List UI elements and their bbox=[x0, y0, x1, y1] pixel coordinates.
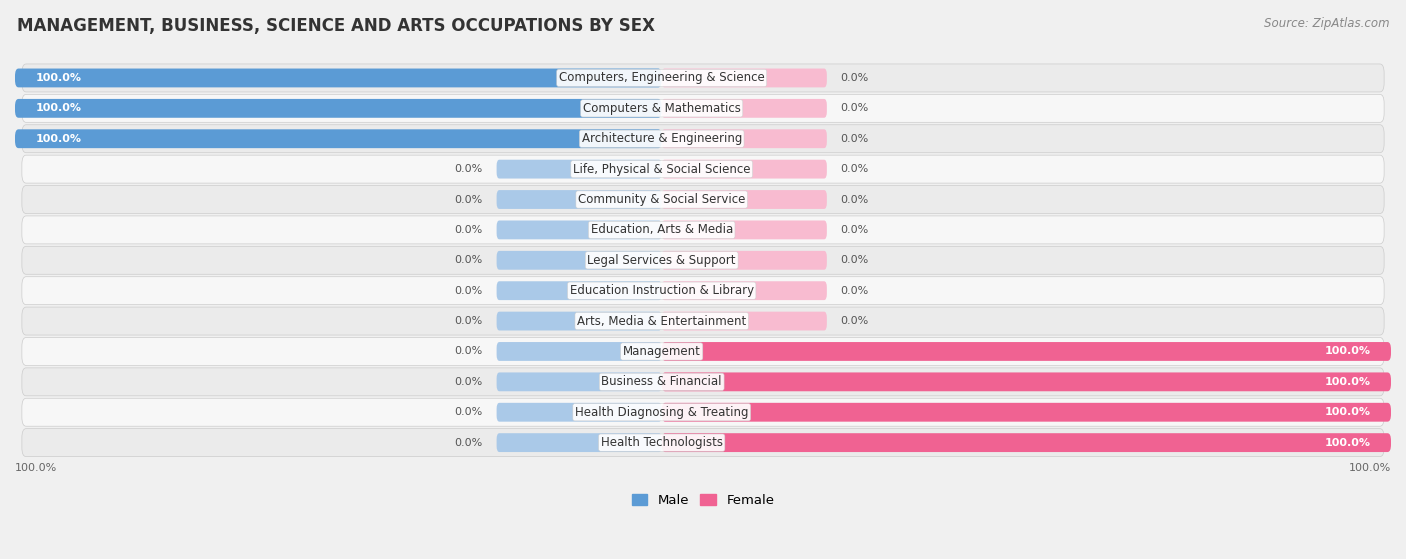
FancyBboxPatch shape bbox=[662, 129, 827, 148]
Text: Community & Social Service: Community & Social Service bbox=[578, 193, 745, 206]
FancyBboxPatch shape bbox=[496, 372, 662, 391]
Text: 0.0%: 0.0% bbox=[454, 377, 482, 387]
FancyBboxPatch shape bbox=[22, 429, 1384, 457]
Text: MANAGEMENT, BUSINESS, SCIENCE AND ARTS OCCUPATIONS BY SEX: MANAGEMENT, BUSINESS, SCIENCE AND ARTS O… bbox=[17, 17, 655, 35]
Text: 0.0%: 0.0% bbox=[454, 195, 482, 205]
Text: 0.0%: 0.0% bbox=[454, 438, 482, 448]
FancyBboxPatch shape bbox=[496, 251, 662, 269]
Text: 0.0%: 0.0% bbox=[454, 164, 482, 174]
Text: 100.0%: 100.0% bbox=[15, 463, 58, 473]
FancyBboxPatch shape bbox=[22, 216, 1384, 244]
FancyBboxPatch shape bbox=[22, 338, 1384, 366]
Text: Architecture & Engineering: Architecture & Engineering bbox=[582, 132, 742, 145]
Text: 100.0%: 100.0% bbox=[1348, 463, 1391, 473]
FancyBboxPatch shape bbox=[22, 277, 1384, 305]
FancyBboxPatch shape bbox=[22, 247, 1384, 274]
FancyBboxPatch shape bbox=[662, 342, 1391, 361]
Text: 0.0%: 0.0% bbox=[841, 195, 869, 205]
Text: 0.0%: 0.0% bbox=[454, 347, 482, 357]
Text: 100.0%: 100.0% bbox=[35, 134, 82, 144]
Text: 100.0%: 100.0% bbox=[1324, 347, 1371, 357]
Text: 0.0%: 0.0% bbox=[454, 255, 482, 266]
Text: 0.0%: 0.0% bbox=[841, 255, 869, 266]
FancyBboxPatch shape bbox=[15, 69, 662, 87]
FancyBboxPatch shape bbox=[496, 342, 662, 361]
Text: 100.0%: 100.0% bbox=[1324, 438, 1371, 448]
FancyBboxPatch shape bbox=[496, 433, 662, 452]
FancyBboxPatch shape bbox=[22, 125, 1384, 153]
Text: Health Technologists: Health Technologists bbox=[600, 436, 723, 449]
Text: 0.0%: 0.0% bbox=[841, 286, 869, 296]
FancyBboxPatch shape bbox=[496, 312, 662, 330]
Text: Arts, Media & Entertainment: Arts, Media & Entertainment bbox=[576, 315, 747, 328]
FancyBboxPatch shape bbox=[662, 433, 1391, 452]
Text: 100.0%: 100.0% bbox=[35, 73, 82, 83]
FancyBboxPatch shape bbox=[496, 403, 662, 421]
Text: 0.0%: 0.0% bbox=[841, 73, 869, 83]
Text: Education Instruction & Library: Education Instruction & Library bbox=[569, 284, 754, 297]
FancyBboxPatch shape bbox=[662, 403, 1391, 421]
FancyBboxPatch shape bbox=[662, 160, 827, 178]
Text: Computers, Engineering & Science: Computers, Engineering & Science bbox=[558, 72, 765, 84]
FancyBboxPatch shape bbox=[662, 99, 827, 118]
Text: 0.0%: 0.0% bbox=[841, 316, 869, 326]
Text: Computers & Mathematics: Computers & Mathematics bbox=[582, 102, 741, 115]
Text: Health Diagnosing & Treating: Health Diagnosing & Treating bbox=[575, 406, 748, 419]
Text: 100.0%: 100.0% bbox=[1324, 408, 1371, 417]
FancyBboxPatch shape bbox=[22, 94, 1384, 122]
FancyBboxPatch shape bbox=[662, 251, 827, 269]
FancyBboxPatch shape bbox=[22, 64, 1384, 92]
Text: Source: ZipAtlas.com: Source: ZipAtlas.com bbox=[1264, 17, 1389, 30]
Text: 100.0%: 100.0% bbox=[1324, 377, 1371, 387]
Text: 0.0%: 0.0% bbox=[454, 408, 482, 417]
Text: 0.0%: 0.0% bbox=[841, 225, 869, 235]
Text: Management: Management bbox=[623, 345, 700, 358]
FancyBboxPatch shape bbox=[22, 398, 1384, 426]
Text: 0.0%: 0.0% bbox=[454, 316, 482, 326]
Text: Education, Arts & Media: Education, Arts & Media bbox=[591, 224, 733, 236]
FancyBboxPatch shape bbox=[496, 160, 662, 178]
Legend: Male, Female: Male, Female bbox=[626, 489, 780, 512]
Text: 0.0%: 0.0% bbox=[454, 225, 482, 235]
Text: 0.0%: 0.0% bbox=[841, 103, 869, 113]
FancyBboxPatch shape bbox=[662, 312, 827, 330]
FancyBboxPatch shape bbox=[662, 372, 1391, 391]
FancyBboxPatch shape bbox=[22, 186, 1384, 214]
FancyBboxPatch shape bbox=[496, 281, 662, 300]
FancyBboxPatch shape bbox=[496, 190, 662, 209]
FancyBboxPatch shape bbox=[22, 368, 1384, 396]
FancyBboxPatch shape bbox=[662, 190, 827, 209]
Text: 0.0%: 0.0% bbox=[841, 164, 869, 174]
FancyBboxPatch shape bbox=[22, 307, 1384, 335]
Text: 100.0%: 100.0% bbox=[35, 103, 82, 113]
FancyBboxPatch shape bbox=[496, 220, 662, 239]
Text: 0.0%: 0.0% bbox=[841, 134, 869, 144]
Text: Legal Services & Support: Legal Services & Support bbox=[588, 254, 735, 267]
FancyBboxPatch shape bbox=[662, 281, 827, 300]
FancyBboxPatch shape bbox=[662, 69, 827, 87]
FancyBboxPatch shape bbox=[662, 220, 827, 239]
FancyBboxPatch shape bbox=[22, 155, 1384, 183]
Text: Life, Physical & Social Science: Life, Physical & Social Science bbox=[574, 163, 751, 176]
FancyBboxPatch shape bbox=[15, 99, 662, 118]
FancyBboxPatch shape bbox=[15, 129, 662, 148]
Text: 0.0%: 0.0% bbox=[454, 286, 482, 296]
Text: Business & Financial: Business & Financial bbox=[602, 375, 721, 389]
